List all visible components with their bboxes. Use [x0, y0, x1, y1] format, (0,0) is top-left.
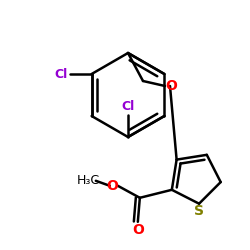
Text: Cl: Cl [122, 100, 134, 114]
Text: Cl: Cl [54, 68, 67, 80]
Text: O: O [106, 179, 118, 193]
Text: S: S [194, 204, 204, 218]
Text: H₃C: H₃C [76, 174, 100, 187]
Text: O: O [132, 223, 144, 237]
Text: O: O [165, 79, 177, 93]
